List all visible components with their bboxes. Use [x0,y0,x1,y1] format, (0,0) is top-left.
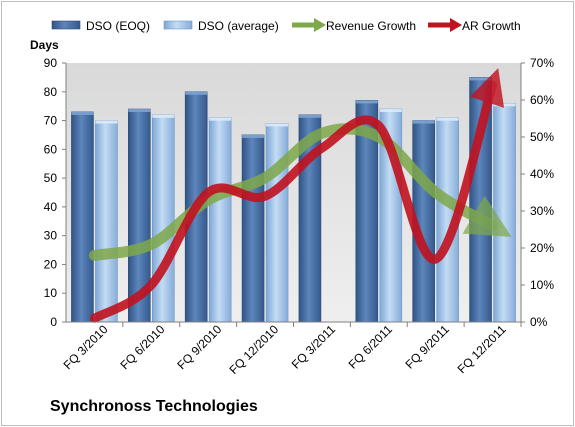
y-tick-label: 0 [50,315,57,329]
x-tick-label: FQ 3/2011 [289,322,339,372]
chart-title: Synchronoss Technologies [50,398,258,415]
bar-dso-average [208,117,232,323]
legend-label: Revenue Growth [326,19,416,33]
y2-axis: 0% 10% 20% 30% 40% 50% 60% 70% [520,56,554,329]
x-tick-label: FQ 6/2010 [117,322,167,372]
bar-cap [298,114,321,118]
x-tick-label: FQ 9/2010 [174,322,224,372]
bar-cap [95,120,118,124]
y2-tick-label: 10% [530,278,554,292]
legend-label: DSO (average) [198,19,279,33]
x-tick-label: FQ 9/2011 [402,322,452,372]
y2-tick-label: 0% [530,315,548,329]
legend-swatch [51,20,81,30]
x-tick-label: FQ 12/2010 [226,322,281,377]
bar-cap [152,114,175,118]
bar-cap [469,77,492,81]
bar-cap [412,120,435,124]
bar-cap [128,109,151,113]
legend-item: DSO (EOQ) [51,19,150,33]
y2-tick-label: 40% [530,167,554,181]
legend: DSO (EOQ) DSO (average) Revenue Growth AR G… [51,18,521,33]
y-tick-label: 70 [44,114,58,128]
bar-dso-eoq [71,111,94,323]
bar-cap [209,117,232,121]
bar-cap [185,91,208,95]
y-tick-label: 10 [44,286,58,300]
legend-swatch [163,20,193,30]
y2-tick-label: 30% [530,204,554,218]
legend-item: AR Growth [428,18,521,33]
y-tick-label: 90 [44,56,58,70]
y-tick-label: 30 [44,229,58,243]
x-tick-label: FQ 3/2010 [61,322,111,372]
legend-arrow-icon [314,18,326,32]
bar-cap [355,100,378,104]
y-tick-label: 80 [44,85,58,99]
bar-dso-eoq [241,134,265,323]
y2-tick-label: 70% [530,56,554,70]
ar-growth-line [89,68,505,323]
bar-cap [242,134,265,138]
revenue-growth-line [88,123,512,261]
y2-tick-label: 60% [530,93,554,107]
bar-cap [266,123,289,127]
legend-item: Revenue Growth [292,18,416,33]
x-tick-label: FQ 12/2011 [455,322,509,376]
x-axis: FQ 3/2010 FQ 6/2010 FQ 9/2010 FQ 12/2010 FQ … [61,321,522,377]
legend-label: AR Growth [462,19,521,33]
y-tick-label: 60 [44,142,58,156]
y-axis: 0 10 20 30 40 50 60 70 80 90 [44,56,67,329]
legend-label: DSO (EOQ) [86,19,150,33]
bar-cap [379,109,402,113]
bar-dso-average [152,114,175,323]
bar-cap [493,103,516,107]
legend-item: DSO (average) [163,19,279,33]
y-tick-label: 50 [44,171,58,185]
bar-dso-average [493,102,516,323]
bar-dso-average [265,123,289,323]
y2-tick-label: 50% [530,130,554,144]
y-axis-label: Days [30,38,59,52]
x-tick-label: FQ 6/2011 [346,322,396,372]
series-lines [88,68,512,323]
y-tick-label: 20 [44,257,58,271]
y2-tick-label: 20% [530,241,554,255]
y-tick-label: 40 [44,200,58,214]
bar-cap [71,111,94,115]
bar-cap [436,117,459,121]
bar-dso-average [95,120,118,323]
legend-arrow-icon [450,18,462,32]
